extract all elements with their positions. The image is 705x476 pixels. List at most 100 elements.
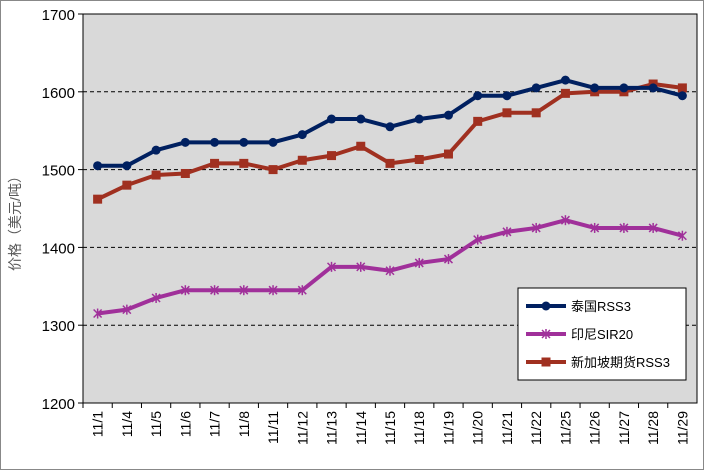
legend-label: 新加坡期货RSS3 (571, 355, 670, 370)
data-point-square (297, 155, 307, 165)
data-point-circle (677, 91, 687, 101)
data-point-star (210, 285, 220, 296)
x-tick-label: 11/28 (645, 411, 661, 445)
y-tick-label: 1600 (42, 85, 75, 102)
data-point-star (356, 261, 366, 272)
y-tick-label: 1500 (42, 163, 75, 180)
data-point-circle (239, 137, 249, 147)
data-point-square (443, 149, 453, 159)
x-tick-label: 11/8 (236, 411, 252, 437)
data-point-star (151, 292, 161, 303)
data-point-star (560, 215, 570, 226)
data-point-circle (531, 83, 541, 93)
data-point-circle (385, 122, 395, 132)
data-point-square (151, 170, 161, 180)
y-tick-label: 1400 (42, 240, 75, 257)
data-point-square (239, 158, 249, 168)
data-point-circle (560, 75, 570, 85)
data-point-circle (590, 83, 600, 93)
data-point-circle (356, 114, 366, 124)
x-tick-label: 11/14 (353, 411, 369, 445)
data-point-circle (122, 161, 132, 171)
data-point-square (268, 165, 278, 175)
data-point-star (590, 222, 600, 233)
legend-entry: 印尼SIR20 (526, 327, 633, 342)
data-point-square (531, 108, 541, 118)
x-tick-label: 11/13 (324, 411, 340, 445)
x-tick-label: 11/12 (294, 411, 310, 445)
data-point-square (414, 154, 424, 164)
data-point-circle (93, 161, 103, 171)
data-point-star (414, 257, 424, 268)
data-point-star (326, 261, 337, 272)
x-tick-label: 11/20 (470, 411, 486, 445)
data-point-star (648, 222, 658, 233)
x-tick-label: 11/5 (148, 411, 164, 437)
data-point-star (385, 265, 395, 276)
x-tick-label: 11/27 (616, 411, 632, 445)
data-point-circle (268, 137, 278, 147)
x-tick-label: 11/21 (499, 411, 515, 445)
legend-entry: 泰国RSS3 (526, 299, 631, 314)
x-tick-label: 11/22 (528, 411, 544, 445)
data-point-square (560, 88, 570, 98)
data-point-star (93, 308, 103, 319)
data-point-star (297, 285, 307, 296)
series-circle (93, 75, 687, 171)
y-tick-label: 1300 (42, 318, 75, 335)
x-tick-label: 11/6 (177, 411, 193, 437)
data-point-square (356, 141, 366, 151)
x-tick-label: 11/26 (587, 411, 603, 445)
x-tick-label: 11/29 (674, 411, 690, 445)
data-point-circle (619, 83, 629, 93)
data-point-circle (210, 137, 220, 147)
data-point-star (180, 285, 190, 296)
x-tick-label: 11/15 (382, 411, 398, 445)
data-point-circle (443, 110, 453, 120)
data-point-star (531, 222, 541, 233)
data-point-square (541, 357, 551, 367)
data-point-star (677, 230, 687, 241)
legend-entry: 新加坡期货RSS3 (526, 355, 670, 370)
legend: 泰国RSS3 印尼SIR20 新加坡期货RSS3 (517, 287, 687, 381)
data-point-circle (180, 137, 190, 147)
data-point-circle (541, 301, 551, 311)
data-point-circle (297, 130, 307, 140)
legend-label: 泰国RSS3 (571, 299, 631, 314)
y-tick-label: 1200 (42, 396, 75, 413)
x-tick-label: 11/18 (411, 411, 427, 445)
series-star (93, 215, 687, 319)
x-tick-label: 11/1 (90, 411, 106, 437)
data-point-star (473, 234, 483, 245)
x-tick-label: 11/7 (207, 411, 223, 437)
data-point-circle (648, 83, 658, 93)
data-point-square (122, 180, 132, 190)
data-point-circle (327, 114, 337, 124)
data-point-circle (473, 91, 483, 101)
data-point-circle (414, 114, 424, 124)
data-point-star (443, 254, 454, 265)
legend-label: 印尼SIR20 (571, 327, 633, 342)
x-tick-label: 11/25 (557, 411, 573, 445)
data-point-square (677, 83, 687, 93)
data-point-star (268, 285, 278, 296)
data-point-square (502, 108, 512, 118)
data-point-star (122, 304, 132, 315)
data-point-square (473, 116, 483, 126)
data-point-circle (151, 145, 161, 155)
data-point-square (93, 194, 103, 204)
data-point-square (327, 151, 337, 161)
data-point-circle (502, 91, 512, 101)
x-tick-label: 11/4 (119, 411, 135, 437)
y-tick-label: 1700 (42, 7, 75, 24)
data-point-square (180, 168, 190, 178)
data-point-star (502, 226, 512, 237)
y-axis-label: 价格（美元/吨） (7, 169, 23, 271)
x-tick-label: 11/11 (265, 411, 281, 444)
data-point-star (619, 222, 629, 233)
data-point-square (210, 158, 220, 168)
data-point-star (541, 329, 551, 339)
data-point-star (239, 285, 249, 296)
x-tick-label: 11/19 (440, 411, 456, 445)
